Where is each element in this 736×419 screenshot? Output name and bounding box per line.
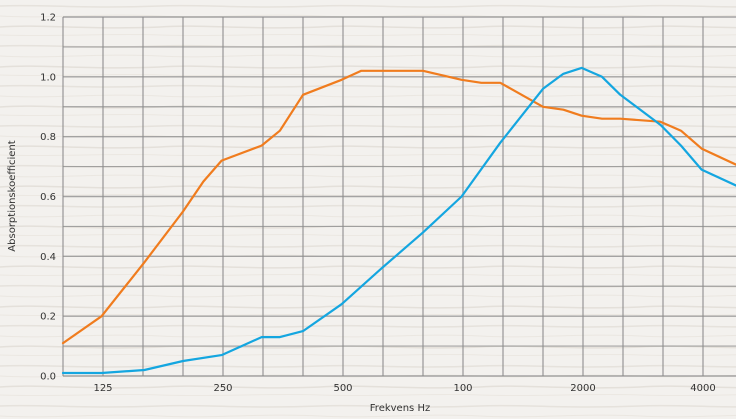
series-line-orange	[61, 69, 736, 345]
series-line-blue	[61, 66, 736, 375]
series-group	[61, 66, 736, 375]
y-tick-label: 0.2	[40, 312, 56, 323]
x-tick-label: 500	[333, 383, 352, 394]
x-axis-title: Frekvens Hz	[370, 403, 430, 414]
x-tick-label: 125	[93, 383, 112, 394]
x-tick-label: 100	[453, 383, 472, 394]
y-tick-label: 0.4	[40, 252, 56, 263]
y-tick-label: 0.0	[40, 372, 56, 383]
x-tick-label: 4000	[690, 383, 715, 394]
x-tick-label: 2000	[570, 383, 595, 394]
y-tick-labels: 0.0 0.2 0.4 0.6 0.8 1.0 1.2	[40, 13, 56, 383]
y-tick-label: 1.0	[40, 72, 56, 83]
x-tick-label: 250	[213, 383, 232, 394]
y-axis-title: Absorptionskoefficient	[7, 140, 18, 251]
y-tick-label: 0.8	[40, 132, 56, 143]
grid	[62, 16, 736, 377]
x-tick-labels: 125 250 500 100 2000 4000	[93, 383, 715, 394]
y-tick-label: 1.2	[40, 13, 56, 24]
y-tick-label: 0.6	[40, 192, 56, 203]
